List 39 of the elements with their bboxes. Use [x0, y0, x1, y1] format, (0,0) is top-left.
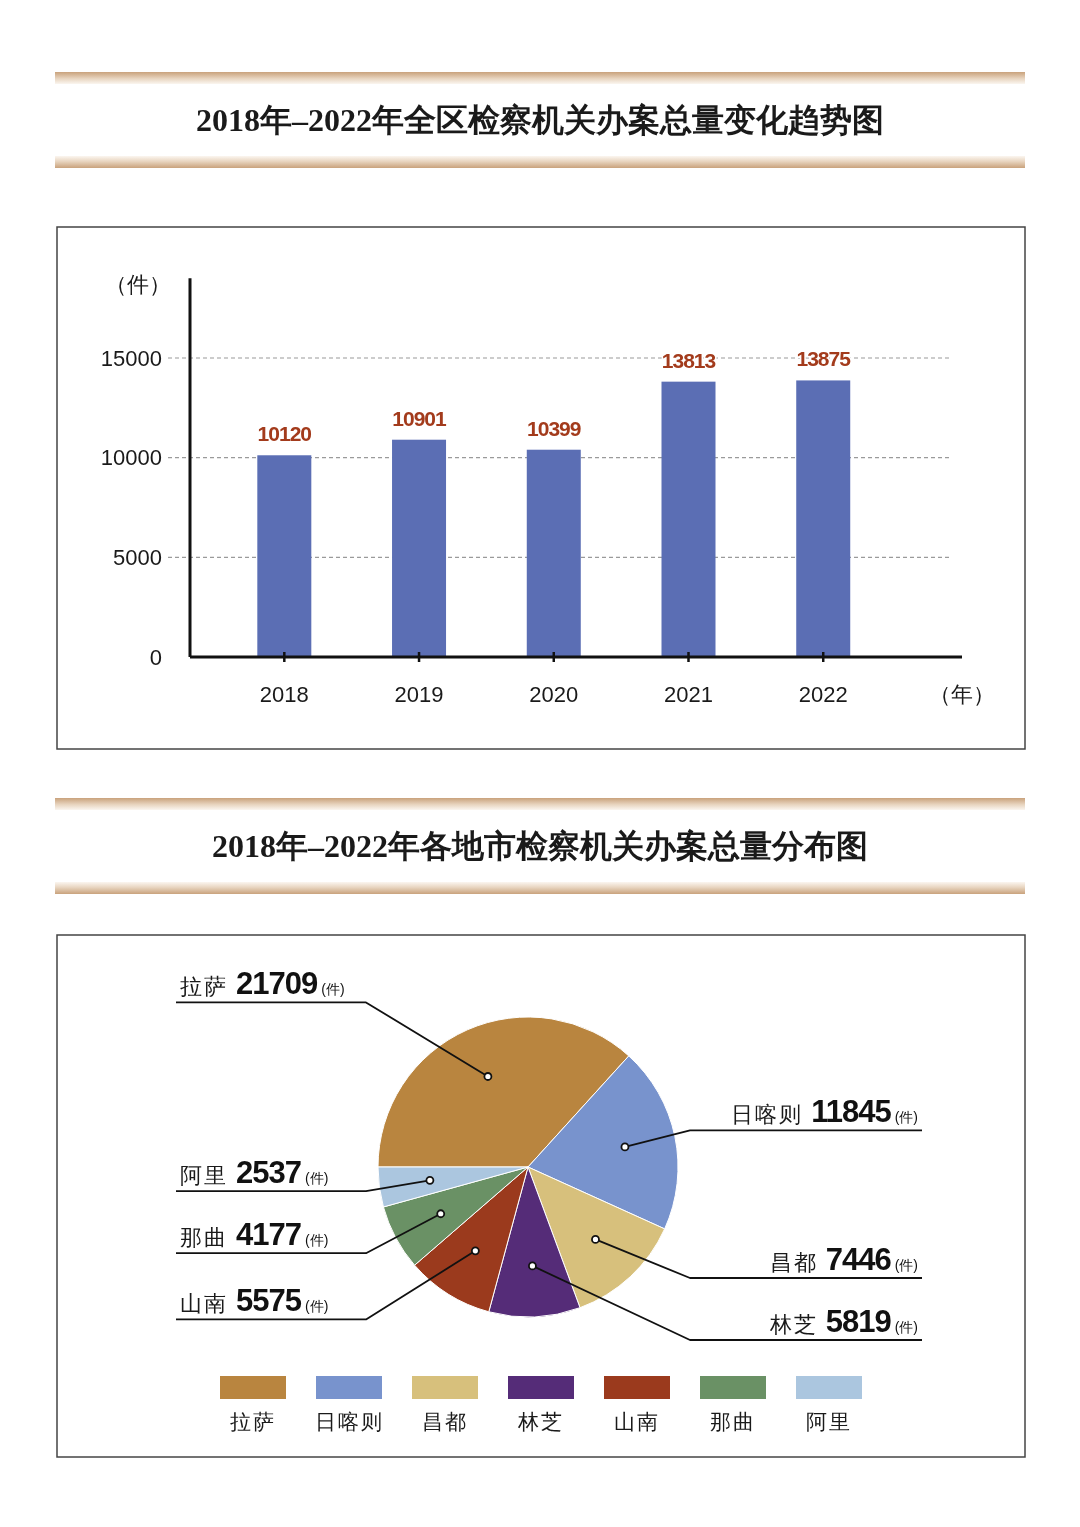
data-label: 2537(件) — [236, 1155, 329, 1191]
data-label: 10399 — [527, 416, 581, 440]
legend-label: 山南 — [614, 1409, 660, 1433]
x-tick-label: 2019 — [394, 681, 444, 707]
data-label: 5819(件) — [825, 1304, 918, 1339]
legend-label: 昌都 — [422, 1409, 468, 1433]
data-label: 10901 — [392, 406, 448, 430]
data-label: 13813 — [661, 348, 716, 372]
data-label: 13875 — [796, 347, 852, 371]
chart-title: 2018年–2022年全区检察机关办案总量变化趋势图 — [196, 102, 884, 138]
slice-label: 山南 — [180, 1291, 228, 1317]
y-axis-title: （件） — [105, 271, 171, 297]
data-label: 4177(件) — [236, 1217, 329, 1253]
slice-label: 林芝 — [768, 1312, 818, 1337]
legend-label: 那曲 — [710, 1409, 756, 1433]
slice-label: 阿里 — [180, 1163, 228, 1189]
chart-title: 2018年–2022年各地市检察机关办案总量分布图 — [212, 828, 868, 864]
slice-label: 日喀则 — [731, 1102, 804, 1128]
legend-label: 拉萨 — [230, 1409, 276, 1433]
data-label: 10120 — [257, 422, 312, 446]
y-tick-label: 5000 — [113, 544, 162, 570]
data-label: 5575(件) — [236, 1283, 329, 1319]
legend-label: 日喀则 — [314, 1409, 384, 1433]
y-tick-label: 15000 — [100, 345, 162, 371]
data-label: 21709(件) — [236, 966, 345, 1002]
y-tick-label: 10000 — [100, 445, 162, 471]
slice-label: 昌都 — [769, 1250, 818, 1275]
slice-label: 那曲 — [180, 1225, 228, 1251]
y-tick-label: 0 — [149, 644, 162, 670]
x-tick-label: 2018 — [259, 681, 309, 707]
data-label: 11845(件) — [811, 1094, 918, 1130]
x-tick-label: 2022 — [798, 681, 848, 707]
legend-label: 阿里 — [806, 1409, 852, 1433]
data-label: 7446(件) — [825, 1242, 918, 1277]
legend-label: 林芝 — [517, 1409, 564, 1433]
x-axis-title: （年） — [929, 681, 995, 707]
x-tick-label: 2020 — [529, 681, 579, 707]
x-tick-label: 2021 — [664, 681, 713, 707]
slice-label: 拉萨 — [180, 974, 228, 1000]
